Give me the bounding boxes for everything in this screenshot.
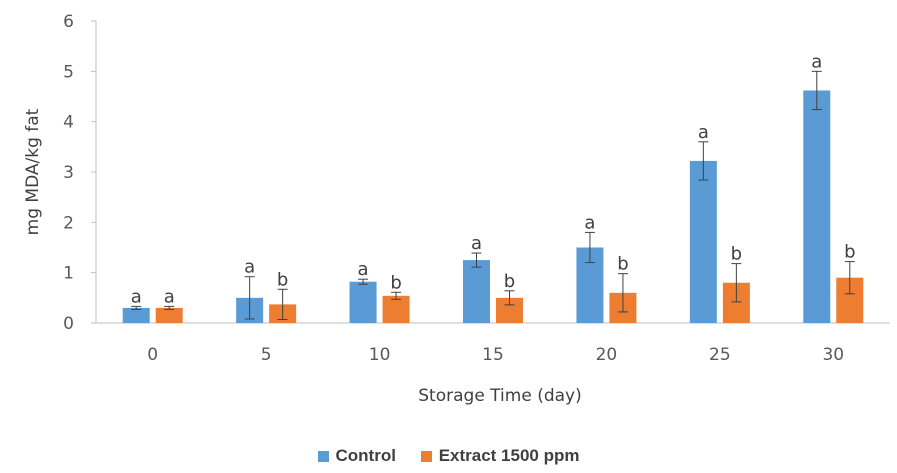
significance-label: a <box>471 233 482 254</box>
x-tick-label: 10 <box>369 345 391 365</box>
significance-label: a <box>358 259 369 280</box>
bar-control <box>463 260 490 323</box>
significance-label: a <box>584 212 595 233</box>
significance-label: b <box>844 242 855 263</box>
legend-label-extract: Extract 1500 ppm <box>438 446 580 465</box>
significance-label: a <box>164 286 175 307</box>
y-tick-label: 5 <box>63 62 74 82</box>
significance-label: a <box>698 122 709 143</box>
significance-label: a <box>811 51 822 72</box>
bar-control <box>689 160 717 323</box>
y-tick-label: 4 <box>63 113 74 133</box>
y-tick-label: 0 <box>63 314 74 334</box>
x-tick-label: 0 <box>147 345 158 365</box>
legend-item-extract: Extract 1500 ppm <box>420 446 580 466</box>
bar-extract <box>155 307 183 323</box>
x-tick-label: 15 <box>482 345 504 365</box>
y-tick-label: 1 <box>63 264 74 284</box>
y-tick-label: 3 <box>63 163 74 183</box>
x-tick-label: 25 <box>709 345 731 365</box>
legend-swatch-extract <box>420 450 432 462</box>
significance-label: a <box>131 286 142 307</box>
bar-extract <box>382 295 410 323</box>
significance-label: b <box>731 244 742 265</box>
significance-label: b <box>617 254 628 275</box>
x-tick-label: 20 <box>596 345 618 365</box>
significance-label: b <box>504 271 515 292</box>
legend: Control Extract 1500 ppm <box>0 446 897 467</box>
significance-label: a <box>244 257 255 278</box>
x-axis-title: Storage Time (day) <box>418 386 581 406</box>
bar-control <box>349 281 377 323</box>
x-tick-label: 30 <box>822 345 844 365</box>
legend-swatch-control <box>317 450 329 462</box>
y-tick-label: 2 <box>63 213 74 233</box>
y-axis-title: mg MDA/kg fat <box>23 108 43 235</box>
x-tick-label: 5 <box>261 345 272 365</box>
legend-item-control: Control <box>317 446 396 466</box>
legend-label-control: Control <box>335 446 396 465</box>
significance-label: b <box>390 272 401 293</box>
y-tick-label: 6 <box>63 12 74 32</box>
significance-label: b <box>277 269 288 290</box>
bar-control <box>803 90 831 324</box>
bar-control <box>122 307 150 323</box>
